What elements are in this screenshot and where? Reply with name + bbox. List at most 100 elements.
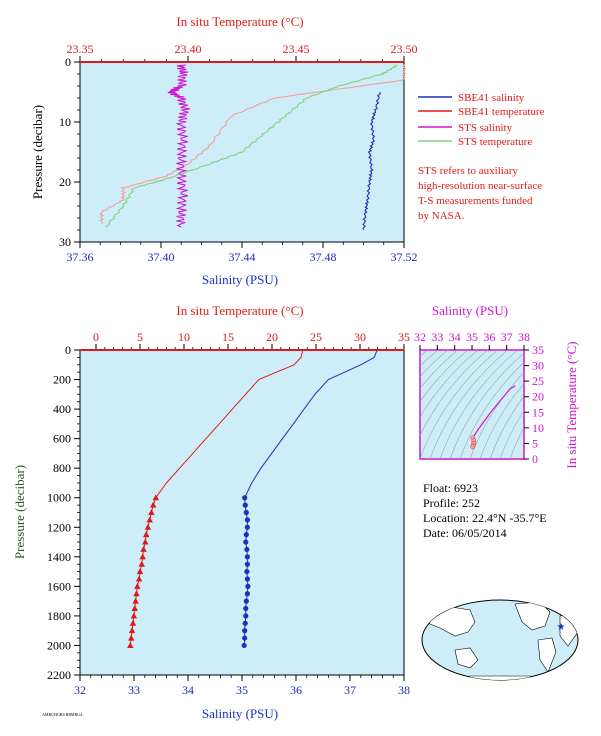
top-sal-axis-title: Salinity (PSU) xyxy=(202,272,278,287)
ts-sal-tick-label: 35 xyxy=(466,330,478,344)
bottom-temp-ticks: 0 5 10 15 20 25 30 35 xyxy=(93,330,410,350)
legend-label-sts-salinity: STS salinity xyxy=(458,122,513,134)
ts-density-contours xyxy=(420,350,524,459)
bottom-pres-tick-label: 200 xyxy=(53,373,71,387)
ts-density-contour xyxy=(479,383,524,459)
bottom-pres-tick-label: 1600 xyxy=(47,579,71,593)
top-pres-tick-label: 0 xyxy=(65,55,71,69)
bottom-pres-tick-label: 2000 xyxy=(47,638,71,652)
ts-density-contour xyxy=(420,350,439,367)
bottom-sal-ticks: 32 33 34 35 36 37 38 xyxy=(74,675,410,697)
ts-temp-tick-label: 30 xyxy=(532,359,544,373)
ts-temp-tick-label: 35 xyxy=(532,343,544,357)
ts-density-contour xyxy=(439,350,519,459)
bottom-temp-tick-label: 20 xyxy=(266,330,278,344)
ts-sal-tick-label: 38 xyxy=(518,330,530,344)
bottom-salinity-marker xyxy=(243,605,249,612)
ts-density-contour xyxy=(429,350,509,459)
bottom-salinity-marker xyxy=(243,539,249,545)
ts-density-contour xyxy=(420,350,459,389)
ts-density-contour xyxy=(509,426,524,459)
float-id: Float: 6923 xyxy=(423,481,478,495)
bottom-pres-tick-label: 0 xyxy=(65,343,71,357)
note-line-2: high-resolution near-surface xyxy=(418,180,542,192)
bottom-salinity-marker xyxy=(242,620,248,626)
bottom-pres-tick-label: 1400 xyxy=(47,550,71,564)
top-pres-ticks: 0 10 20 30 xyxy=(59,55,80,249)
bottom-temperature-marker xyxy=(146,516,153,523)
legend-label-sbe41-salinity: SBE41 salinity xyxy=(458,92,525,104)
float-position-star-icon: ★ xyxy=(557,622,566,633)
top-pres-tick-label: 10 xyxy=(59,115,71,129)
bottom-temperature-marker xyxy=(128,627,136,634)
bottom-temperature-marker xyxy=(142,538,149,545)
bottom-temp-tick-label: 15 xyxy=(222,330,234,344)
bottom-temperature-marker xyxy=(152,494,160,501)
top-temp-axis-title: In situ Temperature (°C) xyxy=(176,14,303,29)
bottom-salinity-marker xyxy=(244,568,250,575)
top-panel: In situ Temperature (°C) 23.35 23.40 23.45… xyxy=(30,14,418,287)
bottom-pres-tick-label: 2200 xyxy=(47,668,71,682)
bottom-temp-axis-title: In situ Temperature (°C) xyxy=(176,303,303,318)
bottom-pres-tick-label: 600 xyxy=(53,432,71,446)
bottom-salinity-marker xyxy=(244,554,250,560)
bottom-sal-tick-label: 32 xyxy=(74,683,86,697)
ts-sal-tick-label: 33 xyxy=(431,330,443,344)
bottom-sal-tick-label: 33 xyxy=(128,683,140,697)
ts-temp-tick-label: 25 xyxy=(532,374,544,388)
bottom-salinity-marker xyxy=(244,561,250,567)
ts-temp-tick-label: 10 xyxy=(532,421,544,435)
bottom-temperature-marker xyxy=(136,568,144,575)
top-sal-tick-label: 37.40 xyxy=(148,250,175,264)
ts-density-contour xyxy=(459,361,524,459)
top-pressure-axis-title: Pressure (decibar) xyxy=(30,105,45,199)
note-line-1: STS refers to auxiliary xyxy=(418,165,518,177)
top-sal-tick-label: 37.36 xyxy=(67,250,94,264)
ts-density-contour xyxy=(420,350,479,418)
bottom-sal-axis-title: Salinity (PSU) xyxy=(202,706,278,721)
ts-density-contour xyxy=(420,350,449,378)
bottom-salinity-marker xyxy=(243,613,249,619)
bottom-temp-tick-label: 25 xyxy=(310,330,322,344)
float-location: Location: 22.4°N -35.7°E xyxy=(423,511,547,525)
bottom-salinity-marker xyxy=(242,495,248,501)
top-temp-ticks: 23.35 23.40 23.45 23.50 xyxy=(67,42,418,62)
ts-series xyxy=(470,385,516,450)
bottom-sal-tick-label: 34 xyxy=(182,683,194,697)
bottom-salinity-marker xyxy=(242,502,248,508)
ts-sal-tick-label: 36 xyxy=(483,330,495,344)
bottom-temperature-marker xyxy=(131,605,138,612)
legend-label-sbe41-temperature: SBE41 temperature xyxy=(458,106,545,118)
bottom-temperature-marker xyxy=(139,553,146,560)
bottom-salinity-marker xyxy=(245,583,251,589)
ts-density-contour xyxy=(420,350,429,358)
ts-sal-axis-title: Salinity (PSU) xyxy=(432,303,508,318)
bottom-pres-ticks: 0 200 400 600 800 1000 1200 1400 1600 1800 2000 220… xyxy=(47,343,80,682)
ts-temp-axis-title: In situ Temperature (°C) xyxy=(564,341,579,468)
top-series-sts-salinity xyxy=(167,64,190,228)
ts-sal-tick-label: 37 xyxy=(501,330,513,344)
bottom-temperature-marker xyxy=(134,582,141,589)
top-temp-tick-label: 23.45 xyxy=(283,42,310,56)
ts-temp-tick-label: 0 xyxy=(532,452,538,466)
bottom-temperature-marker xyxy=(128,634,135,641)
ts-temp-tick-label: 5 xyxy=(532,436,538,450)
ts-sal-tick-label: 32 xyxy=(414,330,426,344)
bottom-temperature-marker xyxy=(132,597,139,604)
bottom-temperature-marker xyxy=(138,560,145,567)
float-info: Float: 6923 Profile: 252 Location: 22.4°… xyxy=(423,481,547,540)
profile-number: Profile: 252 xyxy=(423,496,480,510)
legend: SBE41 salinity SBE41 temperature STS sal… xyxy=(418,92,545,148)
bottom-temperature-marker xyxy=(140,545,147,552)
bottom-temp-tick-label: 0 xyxy=(93,330,99,344)
bottom-sal-tick-label: 38 xyxy=(398,683,410,697)
top-sal-tick-label: 37.44 xyxy=(229,250,256,264)
bottom-temperature-marker xyxy=(144,523,152,530)
note-line-3: T-S measurements funded xyxy=(418,195,533,207)
top-sal-ticks: 37.36 37.40 37.44 37.48 37.52 xyxy=(67,242,418,264)
ts-temp-tick-label: 15 xyxy=(532,405,544,419)
top-series-sbe41-temperature xyxy=(99,63,407,225)
bottom-temp-tick-label: 35 xyxy=(398,330,410,344)
